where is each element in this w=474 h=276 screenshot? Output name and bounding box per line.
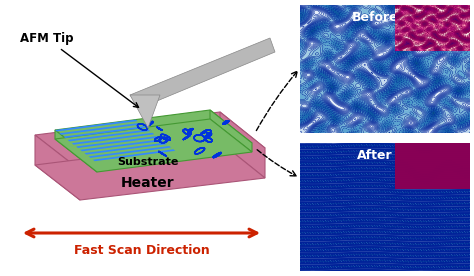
- Text: Substrate: Substrate: [117, 157, 179, 167]
- Text: Fast Scan Direction: Fast Scan Direction: [74, 243, 210, 256]
- Text: After: After: [357, 149, 392, 162]
- Polygon shape: [80, 139, 163, 151]
- Polygon shape: [76, 136, 158, 148]
- Polygon shape: [130, 95, 160, 128]
- Text: Before: Before: [352, 11, 398, 24]
- Polygon shape: [130, 38, 275, 108]
- Polygon shape: [35, 142, 265, 200]
- Polygon shape: [59, 123, 142, 135]
- Polygon shape: [84, 143, 167, 155]
- Polygon shape: [210, 110, 252, 152]
- Polygon shape: [35, 112, 265, 170]
- Polygon shape: [93, 149, 175, 161]
- Polygon shape: [220, 112, 265, 178]
- Polygon shape: [35, 135, 80, 200]
- Polygon shape: [89, 146, 171, 158]
- Polygon shape: [55, 110, 252, 163]
- Polygon shape: [72, 133, 155, 145]
- Polygon shape: [55, 120, 137, 131]
- Text: Heater: Heater: [121, 176, 175, 190]
- Polygon shape: [68, 129, 150, 141]
- Polygon shape: [55, 130, 97, 172]
- Text: AFM Tip: AFM Tip: [20, 32, 138, 107]
- Polygon shape: [55, 119, 252, 172]
- Polygon shape: [64, 126, 146, 138]
